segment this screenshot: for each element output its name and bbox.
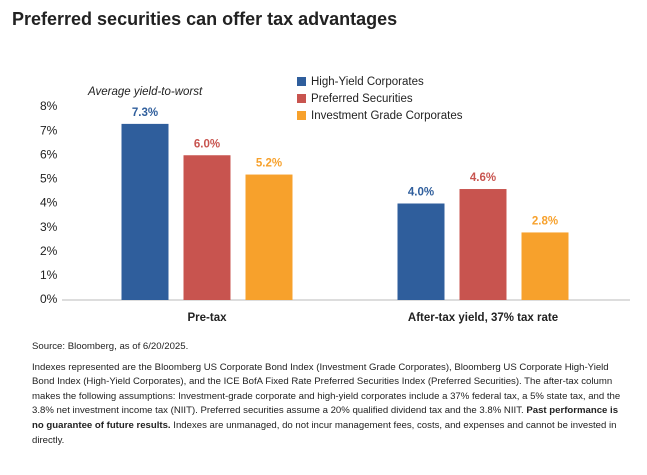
value-label: 4.6% — [470, 172, 496, 184]
bar — [121, 123, 169, 300]
bar — [245, 174, 293, 300]
legend-label: Investment Grade Corporates — [311, 110, 463, 122]
bar — [459, 189, 507, 300]
value-label: 4.0% — [408, 187, 434, 199]
legend-swatch — [297, 111, 306, 120]
chart: Preferred securities can offer tax advan… — [12, 9, 630, 324]
x-tick-label: After-tax yield, 37% tax rate — [408, 312, 558, 324]
y-tick-label: 8% — [40, 99, 58, 113]
y-tick-label: 6% — [40, 147, 58, 161]
value-label: 7.3% — [132, 107, 158, 119]
bar — [521, 232, 569, 300]
value-label: 6.0% — [194, 138, 220, 150]
x-tick-label: Pre-tax — [188, 312, 228, 324]
note-text: Indexes represented are the Bloomberg US… — [32, 361, 621, 417]
y-tick-label: 3% — [40, 220, 58, 234]
bar — [397, 203, 445, 300]
legend-label: High-Yield Corporates — [311, 76, 424, 88]
y-tick-label: 1% — [40, 268, 58, 282]
footnotes: Source: Bloomberg, as of 6/20/2025. Inde… — [32, 340, 622, 454]
y-tick-label: 2% — [40, 244, 58, 258]
note: Indexes represented are the Bloomberg US… — [32, 361, 622, 449]
note-bold: Past performance is no guarantee of futu… — [32, 405, 619, 431]
note-text: Indexes are unmanaged, do not incur mana… — [32, 419, 617, 446]
y-axis-label: Average yield-to-worst — [87, 86, 203, 98]
chart-title: Preferred securities can offer tax advan… — [12, 9, 397, 29]
legend-swatch — [297, 94, 306, 103]
legend-swatch — [297, 77, 306, 86]
y-tick-label: 7% — [40, 123, 58, 137]
y-tick-label: 0% — [40, 292, 58, 306]
value-label: 5.2% — [256, 158, 282, 170]
legend-label: Preferred Securities — [311, 93, 413, 105]
value-label: 2.8% — [532, 215, 558, 227]
bar — [183, 155, 231, 300]
y-tick-label: 4% — [40, 196, 58, 210]
y-tick-label: 5% — [40, 172, 58, 186]
source: Source: Bloomberg, as of 6/20/2025. — [32, 341, 189, 352]
